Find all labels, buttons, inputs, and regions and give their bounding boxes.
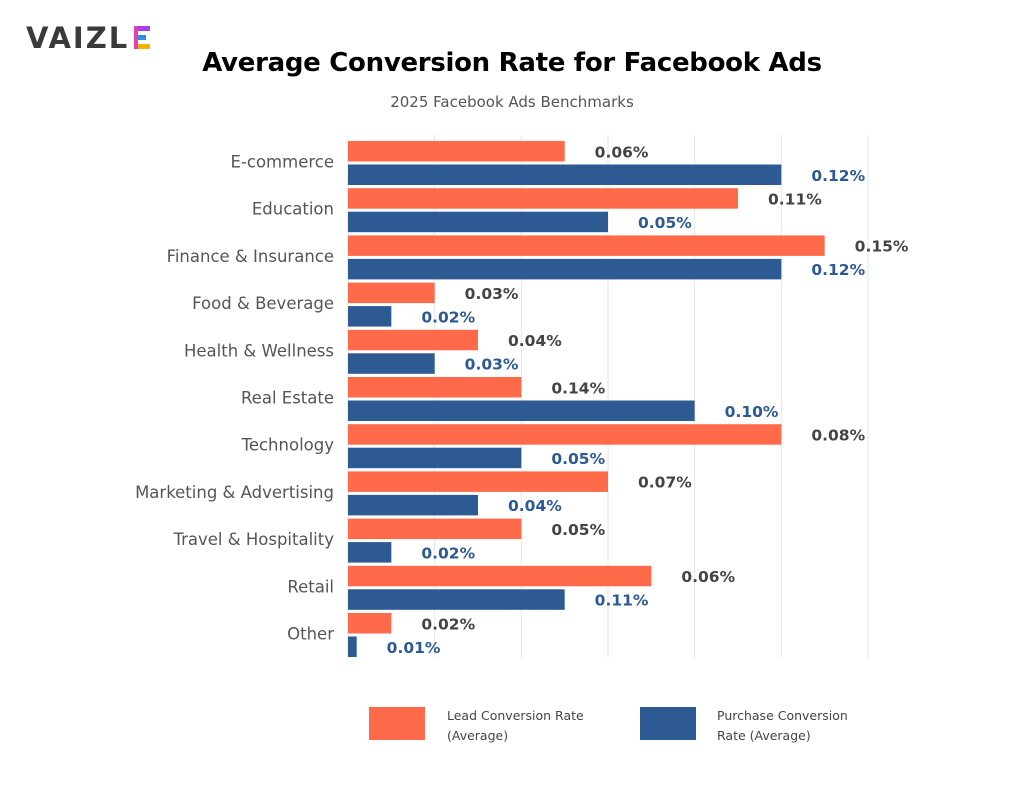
bar-purchase-3: [348, 306, 392, 327]
bar-purchase-1: [348, 211, 608, 233]
category-label: Retail: [287, 577, 334, 596]
category-label: Technology: [241, 436, 335, 455]
data-label-purchase-8: 0.02%: [421, 544, 475, 562]
chart-title: Average Conversion Rate for Facebook Ads: [202, 48, 822, 78]
data-label-purchase-4: 0.03%: [465, 356, 519, 374]
bar-lead-9: [348, 565, 652, 587]
data-label-lead-3: 0.03%: [465, 285, 519, 303]
legend-label-lead: Lead Conversion Rate (Average): [447, 708, 584, 743]
data-label-lead-9: 0.06%: [681, 568, 735, 586]
data-label-lead-4: 0.04%: [508, 332, 562, 350]
category-label: Other: [287, 625, 334, 644]
data-label-purchase-6: 0.05%: [551, 450, 605, 468]
data-label-lead-6: 0.08%: [811, 426, 865, 444]
legend-swatch-lead: [369, 707, 425, 740]
chart-subtitle: 2025 Facebook Ads Benchmarks: [390, 93, 634, 111]
data-label-lead-5: 0.14%: [551, 379, 605, 397]
bar-purchase-4: [348, 353, 435, 374]
legend-swatch-purchase: [640, 707, 696, 740]
data-label-purchase-0: 0.12%: [811, 167, 865, 185]
category-label: Health & Wellness: [184, 341, 334, 360]
data-label-lead-2: 0.15%: [855, 238, 909, 256]
bar-purchase-7: [348, 494, 478, 516]
category-label: Travel & Hospitality: [172, 530, 334, 549]
category-label: Food & Beverage: [192, 294, 334, 313]
bar-purchase-5: [348, 400, 695, 421]
bar-lead-5: [348, 377, 522, 398]
category-label: E-commerce: [231, 153, 335, 172]
bar-lead-3: [348, 282, 435, 304]
bar-lead-7: [348, 471, 608, 492]
bar-purchase-0: [348, 164, 782, 185]
bar-lead-8: [348, 518, 522, 540]
bar-lead-10: [348, 613, 392, 634]
data-label-lead-8: 0.05%: [551, 521, 605, 539]
data-label-purchase-3: 0.02%: [421, 308, 475, 326]
category-label: Real Estate: [241, 389, 334, 408]
data-label-purchase-10: 0.01%: [387, 639, 441, 657]
bar-purchase-6: [348, 447, 522, 469]
bar-purchase-10: [348, 636, 357, 657]
data-label-lead-1: 0.11%: [768, 190, 822, 208]
bar-purchase-9: [348, 589, 565, 610]
legend-label-purchase: Purchase Conversion Rate (Average): [717, 708, 848, 743]
bar-purchase-2: [348, 258, 782, 280]
category-label: Education: [252, 200, 334, 219]
data-label-lead-10: 0.02%: [421, 615, 475, 633]
bar-purchase-8: [348, 542, 392, 563]
logo-text: VAIZL: [26, 21, 129, 54]
logo-e-mark: [134, 26, 150, 49]
data-label-purchase-2: 0.12%: [811, 261, 865, 279]
bar-lead-6: [348, 424, 782, 445]
data-label-lead-7: 0.07%: [638, 474, 692, 492]
category-label: Marketing & Advertising: [135, 483, 334, 502]
category-label: Finance & Insurance: [167, 247, 334, 266]
bar-lead-0: [348, 141, 565, 162]
data-label-purchase-9: 0.11%: [595, 592, 649, 610]
data-label-purchase-1: 0.05%: [638, 214, 692, 232]
data-label-purchase-7: 0.04%: [508, 497, 562, 515]
data-label-purchase-5: 0.10%: [725, 403, 779, 421]
bar-lead-1: [348, 188, 738, 209]
bar-lead-4: [348, 329, 478, 351]
bar-lead-2: [348, 235, 825, 256]
vaizle-logo: VAIZL: [26, 21, 150, 54]
data-label-lead-0: 0.06%: [595, 143, 649, 161]
